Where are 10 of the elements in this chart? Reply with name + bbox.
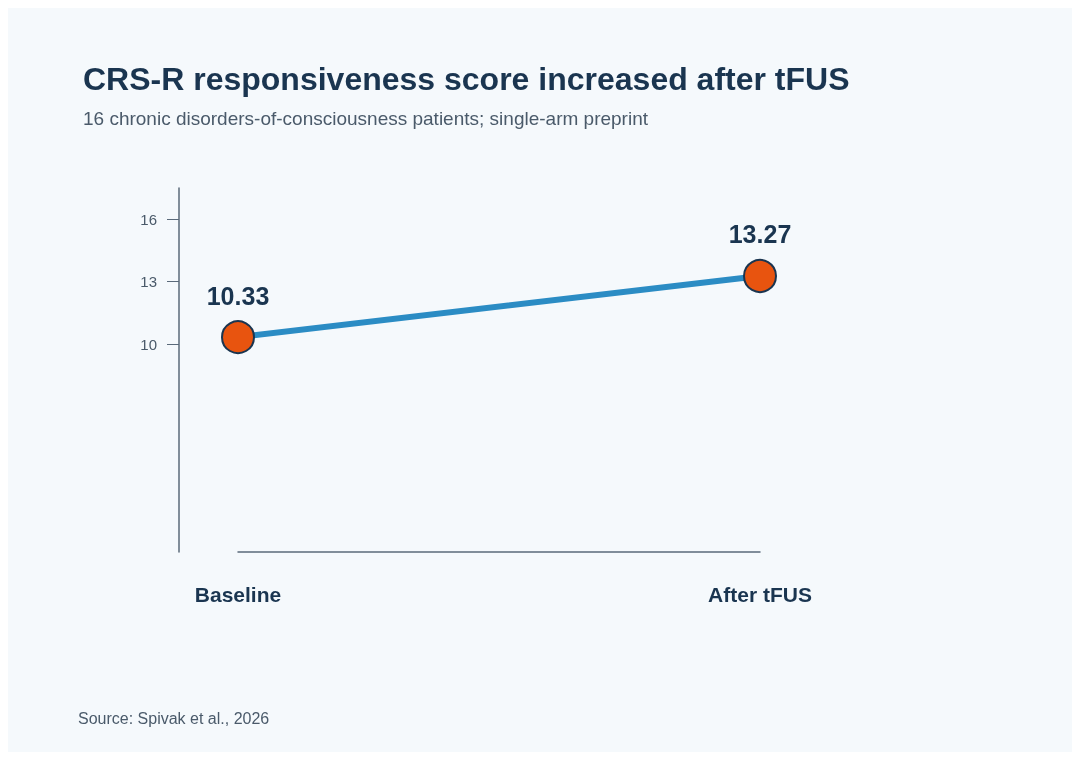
y-tick-label: 10 xyxy=(140,335,157,353)
x-tick-label: Baseline xyxy=(194,583,282,606)
y-tick-label: 16 xyxy=(140,210,157,228)
data-label: 10.33 xyxy=(206,281,270,310)
x-tick-label: After tFUS xyxy=(708,583,812,606)
y-tick-label: 13 xyxy=(140,273,157,291)
chart-title: CRS-R responsiveness score increased after tFUS xyxy=(83,61,850,97)
data-label: 13.27 xyxy=(728,220,792,249)
source-note: Source: Spivak et al., 2026 xyxy=(78,709,270,727)
chart-subtitle: 16 chronic disorders-of-consciousness patients; single-arm preprint xyxy=(83,108,649,129)
